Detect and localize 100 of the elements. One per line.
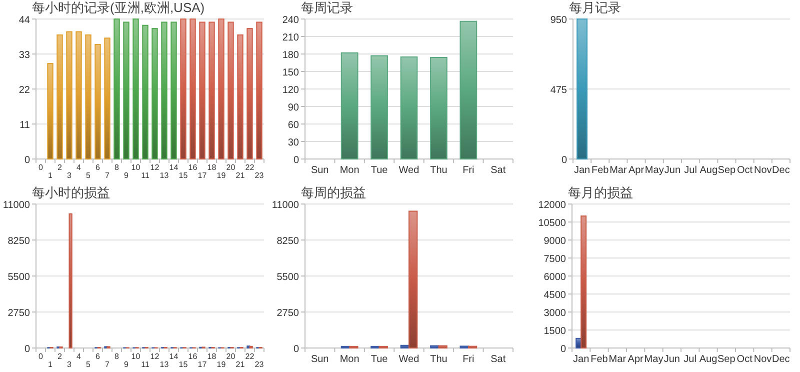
x-tick-label: 10 — [131, 352, 141, 361]
y-tick-label: 3000 — [544, 308, 566, 319]
x-tick-label: 19 — [216, 360, 226, 369]
x-tick-label: 4 — [76, 163, 82, 172]
y-tick-label: 950 — [550, 15, 568, 26]
y-tick-label: 475 — [550, 85, 568, 96]
x-tick-label: Oct — [737, 165, 753, 176]
x-tick-label: 6 — [96, 352, 101, 361]
x-tick-label: 7 — [105, 360, 110, 369]
x-tick-label: 12 — [150, 163, 160, 172]
x-tick-label: 17 — [198, 171, 208, 180]
chart-title: 每小时的记录(亚洲,欧洲,USA) — [32, 0, 205, 15]
x-tick-label: 13 — [160, 360, 170, 369]
x-tick-label: Fri — [462, 354, 474, 365]
x-tick-label: 2 — [58, 352, 63, 361]
y-tick-label: 90 — [288, 102, 300, 114]
y-tick-label: 2750 — [276, 308, 300, 319]
x-tick-label: 6 — [96, 163, 101, 172]
x-tick-label: 16 — [188, 163, 198, 172]
x-tick-label: Dec — [772, 354, 790, 365]
x-tick-label: Sun — [310, 165, 329, 176]
x-tick-label: 20 — [226, 163, 236, 172]
x-tick-label: 11 — [141, 171, 150, 180]
y-tick-label: 150 — [282, 68, 300, 78]
x-tick-label: 14 — [169, 163, 179, 172]
x-tick-label: 9 — [124, 360, 130, 369]
x-tick-label: 0 — [38, 163, 44, 172]
x-tick-label: 3 — [67, 360, 72, 369]
x-tick-label: Aug — [700, 165, 718, 176]
x-tick-label: 9 — [124, 171, 130, 180]
y-tick-label: 33 — [18, 50, 30, 61]
y-tick-label: 10500 — [538, 218, 566, 229]
x-tick-label: 13 — [160, 171, 170, 180]
x-tick-label: Mar — [608, 354, 627, 365]
y-tick-label: 210 — [282, 32, 300, 44]
x-tick-label: 22 — [245, 352, 255, 361]
y-tick-label: 5500 — [276, 272, 300, 283]
x-tick-label: 0 — [38, 352, 44, 361]
x-tick-label: Sep — [718, 354, 736, 365]
y-tick-label: 11 — [20, 120, 30, 131]
x-tick-label: 10 — [131, 163, 141, 172]
x-tick-label: 2 — [58, 163, 63, 172]
x-tick-label: 14 — [169, 352, 179, 361]
y-tick-label: 1500 — [544, 326, 566, 337]
x-tick-label: 3 — [67, 171, 72, 180]
chart-title: 每周记录 — [301, 0, 353, 15]
x-tick-label: Sep — [718, 165, 736, 176]
x-tick-label: Feb — [592, 165, 610, 176]
y-tick-label: 60 — [288, 120, 300, 131]
x-tick-label: Jun — [664, 354, 680, 365]
x-tick-label: Jan — [573, 354, 590, 365]
x-tick-label: 4 — [76, 352, 82, 361]
y-tick-label: 8250 — [276, 236, 300, 247]
x-tick-label: Mon — [340, 354, 360, 365]
x-tick-label: Fri — [462, 165, 474, 176]
x-tick-label: Nov — [754, 165, 772, 176]
x-tick-label: Nov — [754, 354, 772, 365]
x-tick-label: Mar — [610, 165, 628, 176]
x-tick-label: 17 — [198, 360, 208, 369]
y-tick-label: 180 — [282, 50, 300, 61]
y-tick-label: 22 — [18, 85, 30, 96]
x-tick-label: 19 — [216, 171, 226, 180]
x-tick-label: 21 — [236, 171, 246, 180]
x-tick-label: Aug — [699, 354, 718, 365]
x-tick-label: 18 — [207, 352, 217, 361]
x-tick-label: Sat — [490, 354, 506, 365]
y-tick-label: 5500 — [8, 272, 30, 283]
x-tick-label: 5 — [86, 360, 92, 369]
x-tick-label: 7 — [105, 171, 110, 180]
x-tick-label: 18 — [207, 163, 217, 172]
y-tick-label: 6000 — [544, 272, 566, 283]
chart-title: 每月记录 — [569, 0, 621, 15]
x-tick-label: 12 — [150, 352, 160, 361]
x-tick-label: 21 — [236, 360, 246, 369]
x-tick-label: May — [644, 354, 664, 365]
y-tick-label: 8250 — [8, 236, 30, 247]
y-tick-label: 120 — [282, 85, 300, 96]
x-tick-label: Jul — [684, 354, 696, 365]
x-tick-label: Thu — [430, 354, 448, 365]
x-tick-label: Apr — [628, 354, 644, 365]
x-tick-label: 20 — [226, 352, 236, 361]
x-tick-label: Tue — [370, 354, 388, 365]
x-tick-label: 5 — [86, 171, 92, 180]
x-tick-label: Jan — [574, 165, 590, 176]
y-tick-label: 7500 — [544, 254, 566, 265]
x-tick-label: Wed — [398, 354, 420, 365]
x-tick-label: 23 — [254, 171, 264, 180]
x-tick-label: 1 — [48, 171, 54, 180]
x-tick-label: 1 — [48, 360, 54, 369]
x-tick-label: Jul — [684, 165, 697, 176]
chart-title: 每月的损益 — [568, 185, 633, 200]
x-tick-label: Apr — [628, 165, 645, 176]
y-tick-label: 11000 — [2, 200, 30, 211]
y-tick-label: 240 — [282, 15, 300, 26]
x-tick-label: Sun — [310, 354, 329, 365]
y-tick-label: 9000 — [544, 236, 566, 247]
y-tick-label: 11000 — [272, 200, 300, 211]
x-tick-label: 15 — [178, 360, 188, 369]
x-tick-label: 8 — [114, 352, 120, 361]
x-tick-label: Wed — [398, 165, 420, 176]
